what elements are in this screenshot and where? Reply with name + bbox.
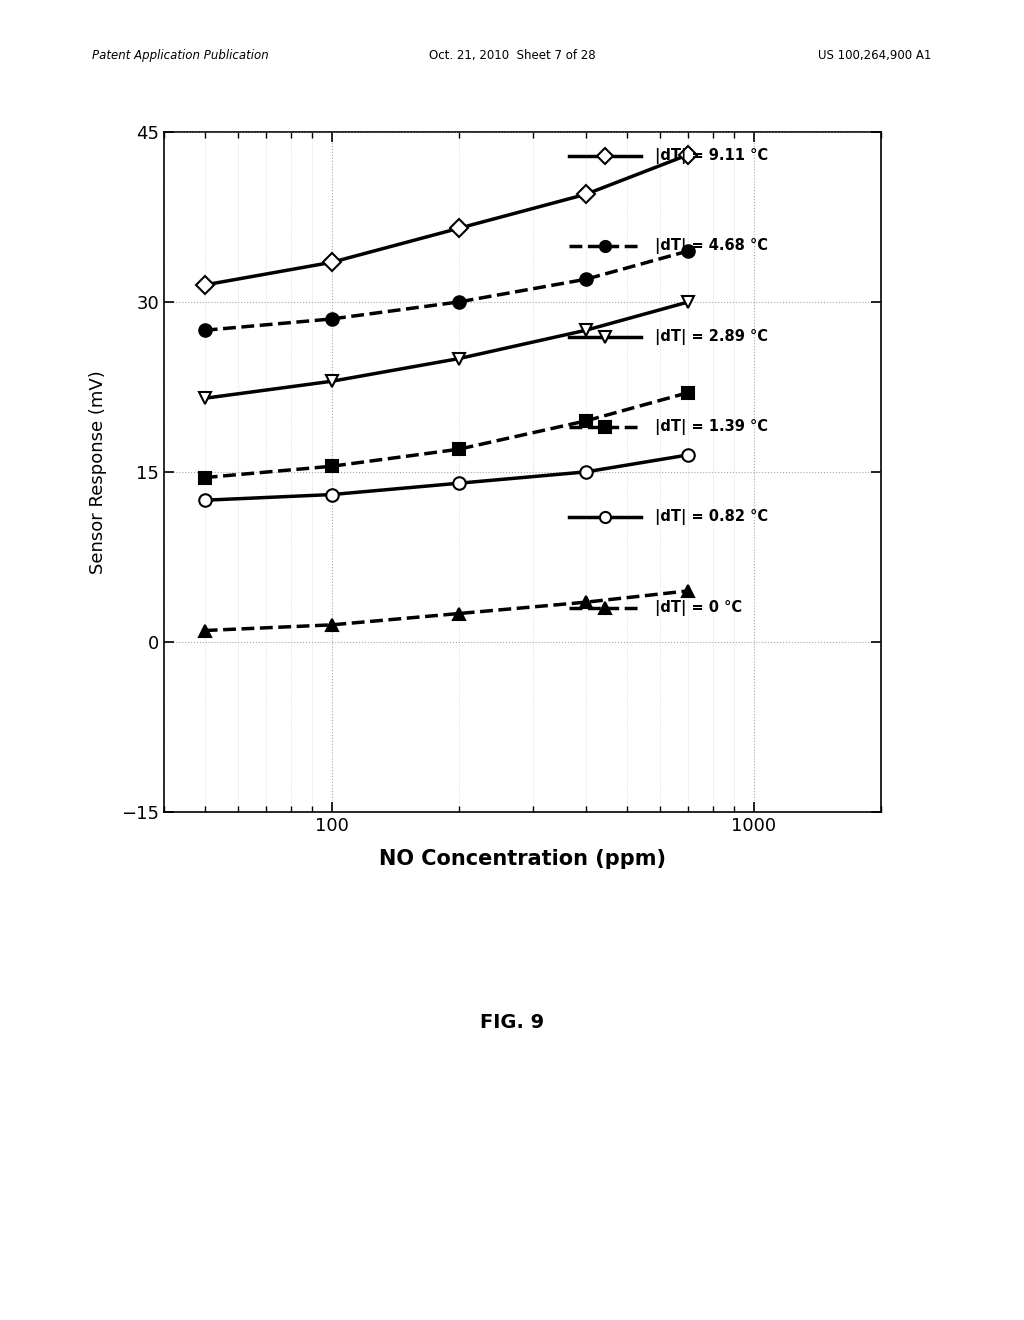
Text: |dT| = 0.82 °C: |dT| = 0.82 °C [655,510,768,525]
Text: |dT| = 2.89 °C: |dT| = 2.89 °C [655,329,768,345]
Text: Patent Application Publication: Patent Application Publication [92,49,269,62]
Y-axis label: Sensor Response (mV): Sensor Response (mV) [89,370,108,574]
Text: US 100,264,900 A1: US 100,264,900 A1 [818,49,932,62]
Text: FIG. 9: FIG. 9 [480,1014,544,1032]
Text: |dT| = 9.11 °C: |dT| = 9.11 °C [655,148,768,164]
Text: Oct. 21, 2010  Sheet 7 of 28: Oct. 21, 2010 Sheet 7 of 28 [429,49,595,62]
Text: |dT| = 1.39 °C: |dT| = 1.39 °C [655,418,768,436]
X-axis label: NO Concentration (ppm): NO Concentration (ppm) [379,849,666,869]
Text: |dT| = 0 °C: |dT| = 0 °C [655,599,742,616]
Text: |dT| = 4.68 °C: |dT| = 4.68 °C [655,238,768,255]
